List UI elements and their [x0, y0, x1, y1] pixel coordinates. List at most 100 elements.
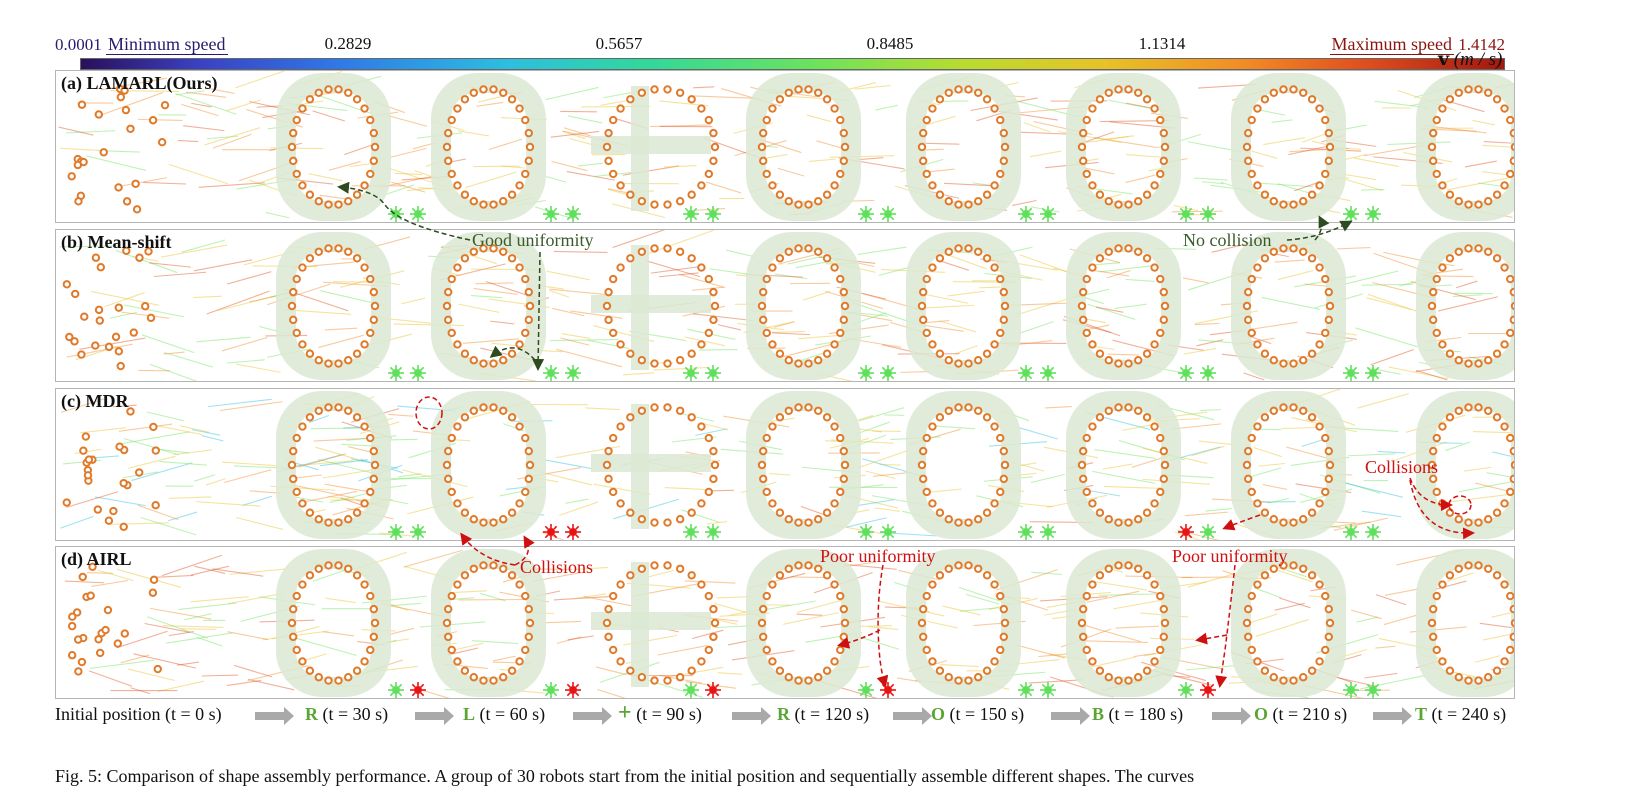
robot: [524, 446, 533, 456]
trajectory-line: [1486, 472, 1514, 479]
robot: [1509, 128, 1514, 138]
robot: [292, 169, 301, 179]
robot: [840, 142, 850, 152]
robot: [314, 564, 323, 573]
robot: [324, 200, 333, 209]
status-marker-ray: [1375, 366, 1380, 371]
trajectory-line: [663, 165, 697, 168]
status-marker-ray: [1050, 534, 1055, 539]
robot: [1095, 508, 1105, 517]
trajectory-line: [208, 398, 272, 408]
trajectory-line: [935, 425, 976, 430]
robot: [1253, 499, 1262, 508]
status-marker-ray: [890, 366, 895, 371]
trajectory-line: [465, 171, 517, 189]
robot: [1429, 156, 1438, 166]
robot: [146, 313, 156, 323]
trajectory-line: [206, 87, 235, 94]
status-marker-ray: [544, 216, 549, 221]
trajectory-line: [1030, 206, 1060, 213]
robot: [1156, 328, 1165, 338]
trajectory-line: [1361, 510, 1402, 518]
robot: [460, 413, 470, 422]
trajectory-line: [653, 366, 710, 371]
robot: [604, 446, 613, 456]
trajectory-line: [551, 307, 585, 317]
robot: [1324, 156, 1333, 166]
status-marker-ray: [1179, 534, 1184, 539]
robot: [314, 673, 323, 682]
status-marker-ray: [544, 375, 549, 380]
status-marker-ray: [684, 207, 689, 212]
robot: [663, 518, 672, 527]
trajectory-line: [58, 126, 94, 136]
robot: [917, 301, 927, 311]
robot: [70, 337, 79, 346]
robot: [982, 508, 992, 517]
status-marker-ray: [881, 366, 886, 371]
robot: [1134, 88, 1143, 97]
robot: [1114, 244, 1123, 253]
robot: [602, 460, 612, 470]
status-marker-ray: [1050, 683, 1055, 688]
robot: [768, 499, 777, 508]
success-marker-icon: [1022, 369, 1030, 377]
status-marker-ray: [706, 366, 711, 371]
status-marker-ray: [1366, 534, 1371, 539]
status-marker-ray: [1210, 683, 1215, 688]
status-marker-ray: [398, 692, 403, 697]
robot: [964, 244, 973, 253]
trajectory-line: [168, 163, 229, 185]
status-marker-ray: [868, 375, 873, 380]
robot: [804, 200, 813, 209]
trajectory-line: [80, 427, 127, 434]
robot: [1454, 564, 1463, 573]
robot: [1445, 571, 1455, 580]
robot: [917, 618, 927, 628]
panel-lamarl: (a) LAMARL(Ours): [55, 70, 1515, 223]
trajectory-line: [570, 310, 623, 319]
robot: [114, 303, 124, 312]
robot: [626, 571, 635, 580]
robot: [1269, 564, 1278, 573]
trajectory-line: [843, 563, 897, 570]
trajectory-line: [490, 320, 515, 325]
trajectory-line: [846, 517, 887, 528]
trajectory-line: [648, 230, 715, 255]
robot: [814, 673, 823, 682]
status-marker-ray: [1366, 216, 1371, 221]
robot: [608, 591, 618, 601]
robot: [944, 564, 953, 573]
robot: [287, 142, 297, 152]
robot: [149, 575, 159, 584]
robot: [1484, 356, 1493, 365]
robot: [1500, 181, 1509, 190]
robot: [637, 673, 647, 682]
trajectory-line: [131, 462, 193, 482]
robot: [489, 85, 498, 94]
panel-title: (a) LAMARL(Ours): [61, 73, 218, 93]
robot: [814, 564, 823, 573]
status-marker-ray: [1188, 525, 1193, 530]
robot: [324, 518, 333, 527]
trajectory-line: [816, 140, 842, 149]
robot: [1142, 190, 1152, 199]
robot: [298, 340, 307, 349]
robot: [944, 515, 953, 524]
robot: [822, 666, 832, 675]
colorbar-min-word: Minimum speed: [106, 34, 228, 55]
robot: [709, 446, 718, 456]
trajectory-line: [806, 114, 832, 123]
trajectory-line: [141, 334, 195, 354]
robot: [1445, 508, 1455, 517]
shape-outline: [276, 549, 391, 697]
robot: [1321, 433, 1330, 443]
trajectory-line: [89, 659, 155, 669]
robot: [650, 359, 659, 368]
trajectory-line: [162, 554, 223, 577]
shape-outline: [431, 73, 546, 221]
robot: [1260, 349, 1270, 358]
robot: [1253, 104, 1262, 113]
status-marker-ray: [411, 375, 416, 380]
robot: [1315, 181, 1324, 190]
